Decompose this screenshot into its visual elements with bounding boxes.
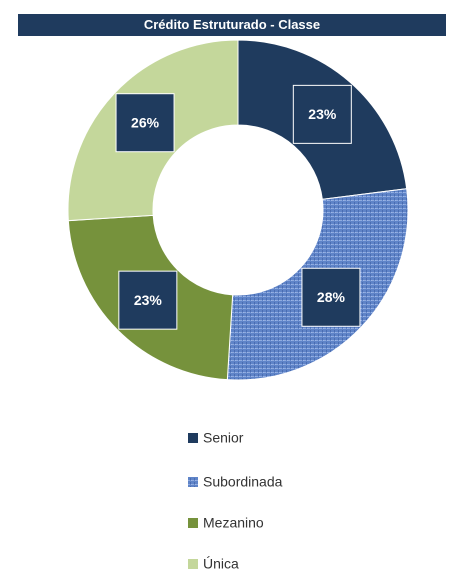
legend-swatch [188, 559, 198, 569]
data-label: 23% [134, 292, 163, 308]
legend-label: Subordinada [203, 474, 283, 490]
data-label-box [292, 84, 352, 144]
data-label: 28% [317, 289, 346, 305]
data-label: 26% [131, 114, 160, 130]
legend-label: Mezanino [203, 515, 264, 531]
legend-swatch [188, 518, 198, 528]
legend-label: Senior [203, 430, 244, 446]
data-label-box [115, 93, 175, 153]
data-label-box [301, 267, 361, 327]
legend-swatch [188, 477, 198, 487]
data-label-box [118, 270, 178, 330]
title-bar [18, 14, 446, 36]
data-label: 23% [308, 106, 337, 122]
legend-label: Única [203, 556, 239, 569]
chart-title: Crédito Estruturado - Classe [144, 17, 320, 32]
legend-swatch [188, 433, 198, 443]
